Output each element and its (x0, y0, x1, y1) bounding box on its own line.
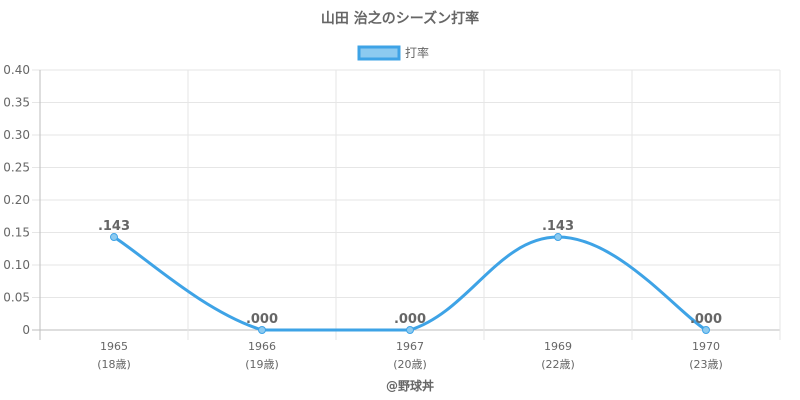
x-tick-label: 1967 (396, 340, 424, 353)
data-label: .000 (394, 312, 426, 327)
data-point (406, 326, 414, 334)
legend-swatch (357, 45, 401, 61)
y-tick-label: 0 (22, 323, 30, 337)
data-label: .143 (98, 219, 130, 234)
data-point (702, 326, 710, 334)
x-tick-sublabel: (22歳) (541, 358, 575, 371)
x-tick-sublabel: (23歳) (689, 358, 723, 371)
y-tick-label: 0.30 (3, 128, 30, 142)
y-tick-label: 0.40 (3, 63, 30, 77)
footer-credit: @野球丼 (386, 378, 434, 393)
y-tick-label: 0.05 (3, 291, 30, 305)
x-tick-sublabel: (18歳) (97, 358, 131, 371)
y-tick-label: 0.25 (3, 161, 30, 175)
x-tick-label: 1966 (248, 340, 276, 353)
y-tick-label: 0.35 (3, 96, 30, 110)
grid (32, 69, 781, 340)
chart-title: 山田 治之のシーズン打率 (321, 10, 479, 27)
x-tick-sublabel: (19歳) (245, 358, 279, 371)
data-point (258, 326, 266, 334)
x-axis: 1965 (18歳) 1966 (19歳) 1967 (20歳) 1969 (22歳) 1970… (97, 340, 723, 371)
data-label: .000 (246, 312, 278, 327)
legend-label: 打率 (405, 45, 429, 60)
y-tick-label: 0.10 (3, 258, 30, 272)
x-tick-sublabel: (20歳) (393, 358, 427, 371)
legend[interactable]: 打率 (357, 45, 429, 61)
x-tick-label: 1969 (544, 340, 572, 353)
y-tick-label: 0.20 (3, 193, 30, 207)
y-tick-label: 0.15 (3, 226, 30, 240)
data-label: .143 (542, 219, 574, 234)
data-point (110, 233, 118, 242)
data-label: .000 (690, 312, 722, 327)
x-tick-label: 1965 (100, 340, 128, 353)
x-tick-label: 1970 (692, 340, 720, 353)
data-point (554, 233, 562, 242)
y-axis: 0.40 0.35 0.30 0.25 0.20 0.15 0.10 0.05 0 (3, 63, 30, 337)
series-batting-average: .143 .000 .000 .143 .000 (98, 219, 722, 334)
